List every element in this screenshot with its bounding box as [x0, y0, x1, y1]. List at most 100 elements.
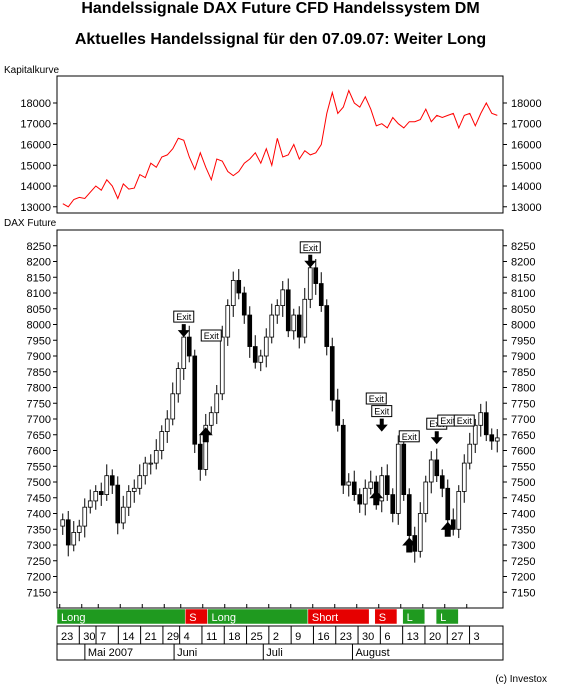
candle-body — [445, 487, 451, 521]
candle-body — [434, 459, 440, 477]
equity-tick-label-left: 14000 — [20, 181, 51, 193]
candle-body — [302, 298, 308, 338]
dax-tick-label-left: 8150 — [27, 272, 51, 284]
exit-marker-box — [365, 392, 387, 405]
candle-body — [258, 355, 264, 363]
candle-body — [142, 462, 148, 477]
dax-tick-label-right: 7250 — [511, 556, 535, 568]
signal-bar-label: Long — [61, 612, 85, 624]
day-label: 14 — [122, 631, 134, 643]
candle-body — [104, 475, 110, 496]
dax-tick-label-left: 7650 — [27, 430, 51, 442]
candle-body — [478, 412, 484, 426]
month-row-frame — [56, 643, 504, 661]
candle-body — [60, 519, 66, 527]
candle-body — [428, 459, 434, 483]
dax-tick-label-left: 8250 — [27, 241, 51, 253]
day-label: 30 — [362, 631, 374, 643]
dax-tick-label-right: 7700 — [511, 414, 535, 426]
dax-tick-label-left: 7250 — [27, 556, 51, 568]
candle-body — [170, 393, 176, 420]
day-label: 16 — [317, 631, 329, 643]
candle-body — [401, 443, 407, 496]
exit-marker-box — [371, 405, 393, 418]
dax-tick-label-right: 7200 — [511, 572, 535, 584]
day-label: 23 — [340, 631, 352, 643]
candle-body — [115, 484, 121, 524]
candle-body — [329, 346, 335, 401]
candle-body — [76, 525, 82, 533]
dax-tick-label-right: 7850 — [511, 367, 535, 379]
dax-tick-label-left: 7500 — [27, 477, 51, 489]
candle-body — [390, 494, 396, 514]
signal-bar-segment — [368, 608, 376, 625]
day-label: 25 — [251, 631, 263, 643]
dax-tick-label-left: 7950 — [27, 335, 51, 347]
candle-body — [362, 487, 368, 505]
dax-tick-label-left: 7800 — [27, 383, 51, 395]
equity-tick-label-right: 16000 — [511, 140, 542, 152]
chart-title: Handelssignale DAX Future CFD Handelssys… — [81, 0, 480, 17]
month-label: Juni — [177, 647, 197, 659]
exit-marker-label: Exit — [374, 407, 390, 417]
exit-marker-label: Exit — [369, 394, 385, 404]
candle-body — [197, 443, 203, 470]
dax-tick-label-left: 7400 — [27, 509, 51, 521]
dax-tick-label-right: 7550 — [511, 461, 535, 473]
signal-bar-segment — [424, 608, 437, 625]
dax-tick-label-left: 7850 — [27, 367, 51, 379]
exit-marker-label: Exit — [303, 243, 319, 253]
exit-marker-box — [299, 241, 321, 254]
candle-body — [225, 305, 231, 338]
day-label: 6 — [384, 631, 390, 643]
candle-body — [159, 431, 165, 451]
candle-body — [65, 519, 71, 546]
equity-tick-label-left: 13000 — [20, 202, 51, 214]
panel-label-equity: Kapitalkurve — [4, 65, 60, 76]
exit-marker-label: Exit — [204, 331, 220, 341]
candle-body — [109, 475, 115, 486]
equity-tick-label-right: 17000 — [511, 119, 542, 131]
candle-body — [71, 532, 77, 546]
sell-arrow-icon — [375, 418, 388, 432]
candle-body — [472, 424, 478, 445]
exit-marker-label: Exit — [457, 416, 473, 426]
chart-subtitle: Aktuelles Handelssignal für den 07.09.07… — [74, 31, 487, 48]
dax-tick-label-right: 7600 — [511, 446, 535, 458]
dax-tick-label-right: 7150 — [511, 587, 535, 599]
equity-line — [62, 89, 498, 208]
dax-tick-label-right: 7400 — [511, 509, 535, 521]
equity-tick-label-left: 18000 — [20, 98, 51, 110]
candle-body — [263, 336, 269, 357]
candle-body — [241, 292, 247, 316]
day-label: 27 — [451, 631, 463, 643]
day-label: 21 — [145, 631, 157, 643]
candle-body — [335, 399, 341, 426]
exit-marker-label: Exit — [429, 419, 445, 429]
signal-bar-label: Long — [212, 612, 236, 624]
dax-tick-label-right: 8000 — [511, 320, 535, 332]
day-label: 4 — [184, 631, 190, 643]
dax-tick-label-left: 8100 — [27, 288, 51, 300]
dax-tick-label-right: 8050 — [511, 304, 535, 316]
dax-tick-label-left: 7900 — [27, 351, 51, 363]
day-label: 9 — [295, 631, 301, 643]
month-label: August — [355, 647, 389, 659]
candle-body — [384, 475, 390, 496]
candle-body — [357, 494, 363, 505]
dax-tick-label-left: 8050 — [27, 304, 51, 316]
dax-tick-label-right: 8150 — [511, 272, 535, 284]
dax-tick-label-right: 7900 — [511, 351, 535, 363]
candle-body — [368, 481, 374, 489]
candle-body — [439, 475, 445, 489]
month-label: Juli — [266, 647, 283, 659]
signal-bar-label: S — [379, 612, 386, 624]
candle-body — [423, 481, 429, 514]
dax-tick-label-left: 7150 — [27, 587, 51, 599]
candle-body — [461, 462, 467, 492]
candle-body — [247, 314, 253, 347]
day-label: 30 — [83, 631, 95, 643]
candle-body — [164, 418, 170, 433]
exit-marker-label: Exit — [402, 432, 418, 442]
equity-tick-label-left: 15000 — [20, 160, 51, 172]
